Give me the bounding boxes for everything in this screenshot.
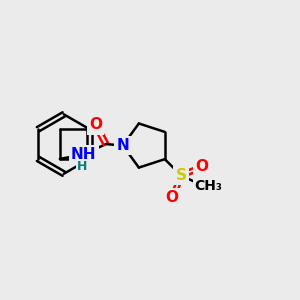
Text: NH: NH [71,147,96,162]
Text: N: N [116,138,129,153]
Text: O: O [195,159,208,174]
Text: O: O [166,190,179,205]
Text: H: H [77,160,87,173]
Text: O: O [89,117,102,132]
Text: S: S [176,168,187,183]
Text: CH₃: CH₃ [194,179,222,193]
